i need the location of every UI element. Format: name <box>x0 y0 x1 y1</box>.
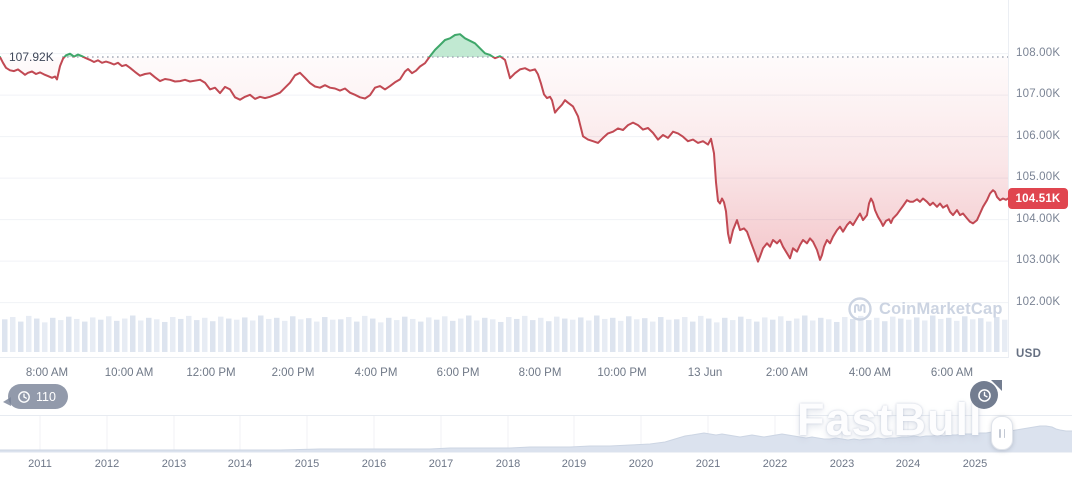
range-navigator[interactable] <box>0 415 1072 477</box>
x-tick-label: 8:00 AM <box>25 367 69 379</box>
x-tick-label: 4:00 PM <box>354 367 398 379</box>
currency-label: USD <box>1016 348 1042 360</box>
y-tick-label: 102.00K <box>1016 295 1061 308</box>
volume-bars <box>2 315 1008 352</box>
x-tick-label: 8:00 PM <box>518 367 562 379</box>
history-count-badge[interactable]: 110 <box>3 384 68 409</box>
navigator-clock-marker[interactable] <box>970 380 1002 409</box>
year-label: 2011 <box>28 458 52 470</box>
area-below-baseline <box>0 57 1008 262</box>
year-label: 2016 <box>361 458 387 470</box>
navigator-drag-handle[interactable] <box>991 416 1013 450</box>
history-badge-tail <box>3 397 11 406</box>
year-label: 2013 <box>161 458 187 470</box>
drag-handle-grip-icon <box>1003 428 1005 438</box>
x-tick-label: 10:00 PM <box>597 367 647 379</box>
gridlines <box>0 0 1009 358</box>
y-tick-label: 108.00K <box>1016 46 1061 59</box>
drag-handle-grip-icon <box>999 428 1001 438</box>
x-tick-label: 2:00 PM <box>271 367 315 379</box>
price-chart-canvas[interactable] <box>0 0 1072 358</box>
history-clock-icon <box>18 390 30 403</box>
year-label: 2025 <box>962 458 988 470</box>
navigator-area <box>0 426 1072 452</box>
year-label: 2018 <box>495 458 521 470</box>
year-label: 2023 <box>829 458 855 470</box>
year-label: 2015 <box>294 458 320 470</box>
year-label: 2021 <box>695 458 721 470</box>
year-label: 2017 <box>428 458 454 470</box>
year-label: 2012 <box>94 458 120 470</box>
x-tick-label: 13 Jun <box>687 367 723 379</box>
year-label: 2024 <box>895 458 921 470</box>
y-tick-label: 107.00K <box>1016 88 1061 101</box>
x-tick-label: 6:00 PM <box>436 367 480 379</box>
y-tick-label: 103.00K <box>1016 254 1061 267</box>
y-tick-label: 105.00K <box>1016 171 1061 184</box>
x-tick-label: 2:00 AM <box>765 367 809 379</box>
y-tick-label: 106.00K <box>1016 129 1061 142</box>
year-label: 2019 <box>561 458 587 470</box>
x-tick-label: 10:00 AM <box>104 367 154 379</box>
x-tick-label: 12:00 PM <box>186 367 236 379</box>
history-count: 110 <box>36 389 56 404</box>
clock-icon <box>977 388 991 402</box>
navigator-area-outline <box>0 425 1072 451</box>
year-label: 2022 <box>762 458 788 470</box>
y-tick-label: 104.00K <box>1016 212 1061 225</box>
x-tick-label: 4:00 AM <box>848 367 892 379</box>
year-label: 2020 <box>628 458 654 470</box>
last-price-badge: 104.51K <box>1008 188 1068 209</box>
baseline-price-label: 107.92K <box>9 50 54 64</box>
year-label: 2014 <box>227 458 253 470</box>
x-tick-label: 6:00 AM <box>930 367 974 379</box>
price-line-down <box>0 57 1009 263</box>
clock-marker-tail <box>991 380 1002 391</box>
